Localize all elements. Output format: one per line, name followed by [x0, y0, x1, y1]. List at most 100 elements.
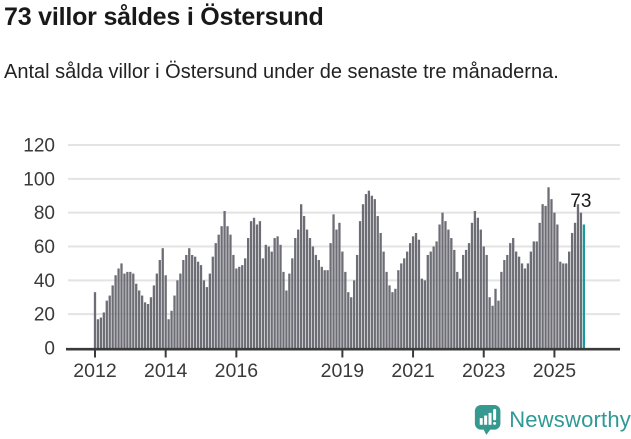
bar: [435, 241, 438, 348]
bar: [211, 256, 214, 348]
bar: [532, 241, 535, 348]
last-value-label: 73: [570, 191, 591, 212]
bar: [108, 295, 111, 348]
bar: [364, 194, 368, 348]
bar: [267, 246, 270, 348]
bar: [140, 295, 144, 348]
bar-chart: 0 20 40 60 80 100 120 2012 2014 2016 2019 2021 2023 2…: [23, 136, 620, 382]
y-axis-label: 80: [34, 203, 55, 224]
bar: [129, 271, 132, 349]
logo-exclamation-stem: [493, 408, 497, 421]
bar: [120, 263, 123, 348]
bar: [270, 251, 273, 348]
bar: [541, 204, 544, 348]
bar: [367, 190, 371, 348]
bar: [117, 268, 120, 348]
bar: [358, 221, 362, 349]
bar: [170, 310, 173, 348]
bar: [149, 297, 153, 348]
logo-bar-large: [488, 412, 492, 425]
x-axis-label: 2025: [533, 360, 577, 382]
bar: [517, 256, 521, 348]
bar: [329, 243, 332, 348]
bar: [550, 199, 553, 348]
bar: [99, 317, 103, 348]
bar: [155, 273, 158, 348]
bar: [438, 224, 441, 348]
bar: [353, 280, 356, 348]
bar: [373, 199, 376, 348]
bar: [320, 266, 323, 348]
bar: [308, 238, 312, 348]
bar: [279, 244, 282, 348]
bar: [432, 246, 435, 348]
bar: [93, 292, 97, 349]
y-axis-label: 100: [23, 169, 55, 190]
bar: [143, 302, 147, 348]
bar: [146, 304, 150, 348]
bar: [544, 205, 547, 348]
bar: [300, 204, 303, 348]
bar: [535, 241, 538, 348]
bar: [494, 288, 497, 348]
bar: [138, 290, 141, 348]
bar: [164, 275, 167, 348]
bar: [173, 295, 176, 348]
bar: [326, 270, 329, 348]
bar: [311, 246, 315, 348]
bar: [497, 300, 500, 348]
bar: [482, 246, 485, 348]
bar: [347, 292, 350, 349]
bar: [379, 232, 382, 348]
bar: [565, 263, 568, 348]
bar: [391, 292, 394, 349]
bar: [350, 297, 353, 348]
bar: [273, 238, 276, 348]
bar: [185, 254, 188, 348]
bar: [500, 271, 503, 349]
bar: [297, 229, 300, 348]
bar: [450, 238, 453, 348]
bar: [447, 229, 450, 348]
bar: [285, 290, 288, 348]
bar: [341, 251, 344, 348]
bar-highlight-latest: [582, 224, 586, 348]
bar: [479, 229, 482, 348]
bar: [426, 254, 429, 348]
bar: [470, 222, 474, 348]
bar: [397, 270, 400, 348]
bar: [335, 229, 338, 348]
logo-bar-small: [479, 418, 483, 425]
bar: [459, 278, 462, 348]
bar: [579, 212, 583, 348]
bar: [456, 271, 459, 349]
bar: [314, 254, 318, 348]
y-axis-label: 120: [23, 136, 55, 157]
bar: [503, 260, 506, 348]
bar: [249, 221, 253, 349]
newsworthy-logo-icon: [474, 404, 501, 435]
bar: [559, 261, 562, 348]
bar: [538, 222, 541, 348]
brand-footer: Newsworthy: [474, 400, 631, 439]
bar: [191, 254, 194, 348]
bar: [411, 236, 415, 348]
bar: [214, 243, 217, 348]
bar: [512, 238, 515, 348]
bar: [193, 256, 197, 348]
bar: [161, 248, 164, 348]
logo-exclamation-dot: [493, 421, 497, 425]
bar: [556, 224, 559, 348]
bar: [305, 229, 309, 348]
bar: [414, 232, 418, 348]
bar: [317, 260, 320, 348]
bar: [338, 222, 341, 348]
bar: [199, 265, 203, 348]
x-axis-label: 2019: [321, 360, 364, 382]
bar: [246, 238, 250, 348]
chart-subtitle: Antal sålda villor i Östersund under de …: [4, 61, 559, 83]
x-axis-label: 2023: [462, 360, 505, 382]
bar: [529, 251, 533, 348]
y-axis-label: 40: [34, 271, 55, 292]
bar: [126, 271, 129, 349]
